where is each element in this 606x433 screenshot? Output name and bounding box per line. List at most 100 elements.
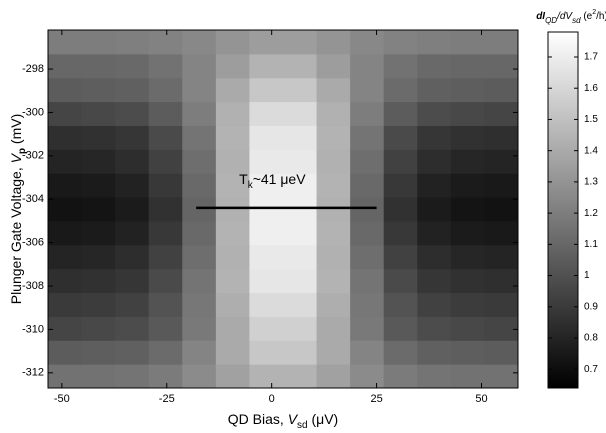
colorbar-tick-label: 1.6	[584, 83, 598, 94]
heat-cell	[249, 173, 284, 198]
heat-cell	[316, 77, 351, 103]
heat-cell	[450, 340, 485, 365]
colorbar-label-part: /dV	[556, 11, 573, 22]
heat-cell	[450, 101, 485, 126]
heat-cell	[450, 30, 485, 55]
heat-cell	[182, 268, 217, 294]
colorbar-tick-label: 0.7	[584, 364, 598, 375]
heat-cell	[48, 149, 83, 174]
heat-cell	[350, 125, 385, 150]
heat-cell	[316, 197, 351, 222]
x-tick-label: 0	[269, 393, 275, 405]
y-axis-label-part: V	[8, 152, 24, 163]
heat-cell	[215, 268, 250, 294]
heat-cell	[182, 101, 217, 126]
heat-cell	[148, 30, 183, 55]
heat-cell	[148, 149, 183, 174]
heat-cell	[316, 101, 351, 126]
heat-cell	[417, 101, 452, 126]
x-axis-label-part: (μV)	[308, 411, 339, 427]
heat-cell	[484, 125, 519, 150]
heat-cell	[215, 101, 250, 126]
annotation-text-part: k	[248, 180, 254, 191]
heat-cell	[148, 364, 183, 389]
heat-cell	[48, 53, 83, 79]
heat-cell	[417, 53, 452, 79]
y-axis-label-part: (mV)	[8, 114, 24, 148]
plot-frame	[47, 29, 519, 389]
heat-cell	[48, 292, 83, 317]
heat-cell	[350, 220, 385, 246]
heat-cell	[182, 244, 217, 270]
heat-cell	[249, 53, 284, 79]
heat-cell	[450, 53, 485, 79]
heat-cell	[148, 340, 183, 365]
heat-cell	[115, 53, 150, 79]
colorbar-tick-label: 1.4	[584, 145, 598, 156]
heat-cell	[148, 244, 183, 270]
y-tick-label: -310	[22, 323, 44, 335]
heat-cell	[316, 30, 351, 55]
heat-cell	[417, 244, 452, 270]
heat-cell	[148, 173, 183, 198]
heat-cell	[81, 149, 116, 174]
heat-cell	[48, 364, 83, 389]
heat-cell	[350, 340, 385, 365]
heat-cell	[450, 173, 485, 198]
heat-cell	[182, 316, 217, 341]
heat-cell	[283, 340, 318, 365]
heat-cell	[148, 292, 183, 317]
heat-cell	[48, 125, 83, 150]
heat-cell	[283, 30, 318, 55]
heat-cell	[182, 364, 217, 389]
heat-cell	[316, 292, 351, 317]
heat-cell	[383, 101, 418, 126]
heat-cell	[383, 30, 418, 55]
heat-cell	[383, 316, 418, 341]
heat-cell	[148, 268, 183, 294]
y-tick-label: -300	[22, 106, 44, 118]
heat-cell	[283, 173, 318, 198]
x-axis-label-part: QD Bias,	[228, 411, 288, 427]
colorbar-tick-label: 1.1	[584, 239, 598, 250]
heat-cell	[316, 125, 351, 150]
heat-cell	[215, 364, 250, 389]
heat-cell	[450, 220, 485, 246]
heat-cell	[417, 197, 452, 222]
heat-cell	[283, 53, 318, 79]
heat-cell	[484, 77, 519, 103]
heat-cell	[283, 220, 318, 246]
heat-cell	[316, 244, 351, 270]
heat-cell	[383, 268, 418, 294]
heat-cell	[350, 316, 385, 341]
heat-cell	[450, 149, 485, 174]
heat-cell	[316, 340, 351, 365]
heat-cell	[215, 244, 250, 270]
heat-cell	[417, 77, 452, 103]
heat-cell	[249, 220, 284, 246]
heat-cell	[215, 77, 250, 103]
heat-cell	[115, 316, 150, 341]
heat-cell	[383, 244, 418, 270]
heat-cell	[148, 316, 183, 341]
heat-cell	[215, 53, 250, 79]
y-tick-label: -312	[22, 367, 44, 379]
heat-cell	[249, 244, 284, 270]
heat-cell	[81, 364, 116, 389]
heat-cell	[81, 292, 116, 317]
colorbar-label-part: QD	[545, 16, 557, 25]
heat-cell	[350, 30, 385, 55]
heat-cell	[81, 340, 116, 365]
colorbar-tick-label: 1.2	[584, 208, 598, 219]
heat-cell	[316, 220, 351, 246]
heat-cell	[484, 364, 519, 389]
heat-cell	[484, 244, 519, 270]
heat-cell	[283, 77, 318, 103]
heat-cell	[81, 101, 116, 126]
heat-cell	[484, 197, 519, 222]
heat-cell	[148, 77, 183, 103]
heat-cell	[316, 173, 351, 198]
heat-cell	[450, 292, 485, 317]
heat-cell	[350, 101, 385, 126]
y-tick-label: -298	[22, 63, 44, 75]
